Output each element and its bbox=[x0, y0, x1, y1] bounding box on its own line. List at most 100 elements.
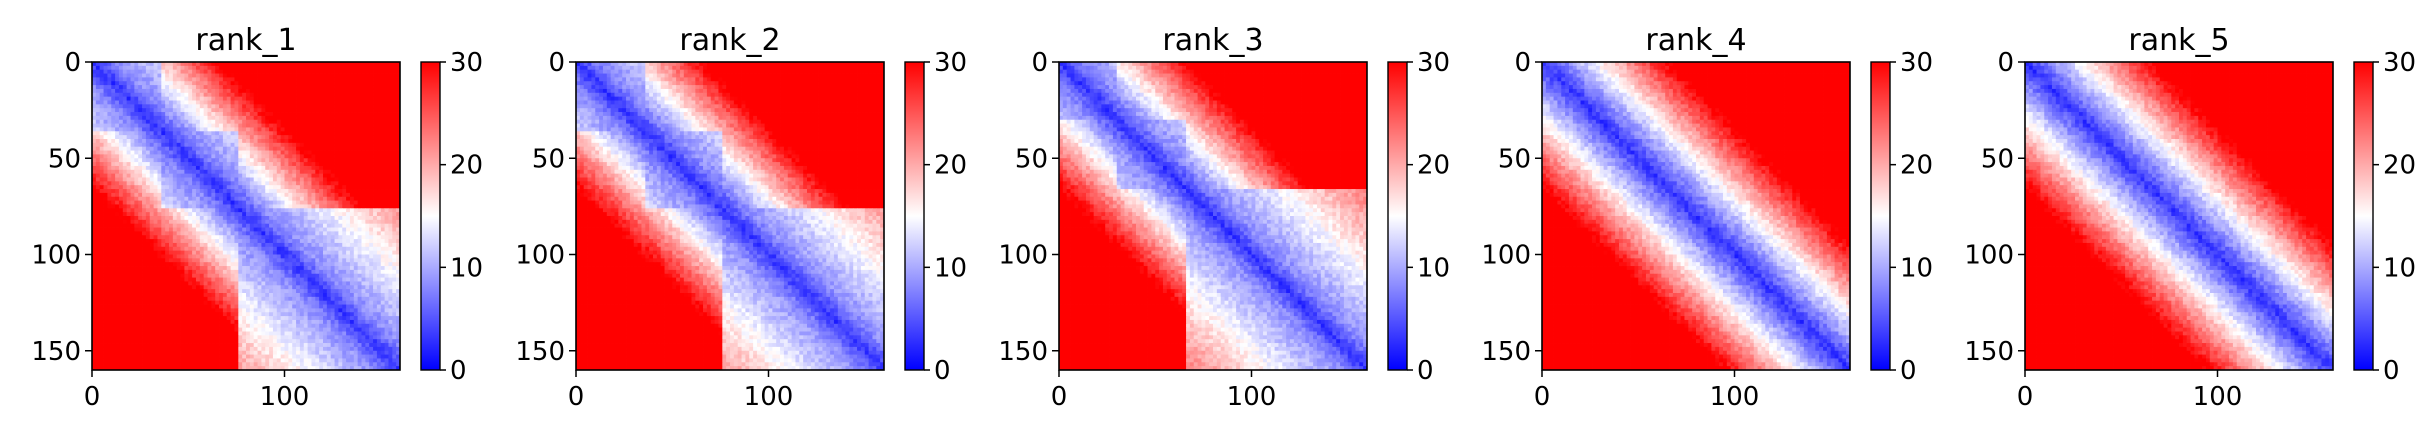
heatmap-cell bbox=[196, 135, 200, 139]
heatmap-cell bbox=[327, 247, 331, 251]
heatmap-cell bbox=[107, 208, 111, 212]
heatmap-cell bbox=[327, 262, 331, 266]
heatmap-cell bbox=[311, 247, 315, 251]
heatmap-cell bbox=[165, 101, 169, 105]
heatmap-cell bbox=[142, 158, 146, 162]
heatmap-cell bbox=[196, 154, 200, 158]
heatmap-cell bbox=[107, 212, 111, 216]
heatmap-cell bbox=[315, 197, 319, 201]
heatmap-cell bbox=[127, 243, 131, 247]
heatmap-cell bbox=[331, 193, 335, 197]
heatmap-cell bbox=[131, 101, 135, 105]
heatmap-cell bbox=[369, 81, 373, 85]
heatmap-cell bbox=[154, 74, 158, 78]
heatmap-cell bbox=[273, 181, 277, 185]
heatmap-cell bbox=[392, 101, 396, 105]
heatmap-cell bbox=[211, 89, 215, 93]
heatmap-cell bbox=[107, 239, 111, 243]
heatmap-cell bbox=[227, 189, 231, 193]
heatmap-cell bbox=[119, 181, 123, 185]
heatmap-cell bbox=[138, 147, 142, 151]
heatmap-cell bbox=[304, 231, 308, 235]
heatmap-cell bbox=[362, 212, 366, 216]
heatmap-cell bbox=[131, 166, 135, 170]
heatmap-cell bbox=[308, 270, 312, 274]
heatmap-cell bbox=[200, 158, 204, 162]
heatmap-cell bbox=[169, 231, 173, 235]
heatmap-cell bbox=[127, 258, 131, 262]
heatmap-cell bbox=[331, 255, 335, 259]
heatmap-cell bbox=[300, 85, 304, 89]
heatmap-cell bbox=[319, 116, 323, 120]
heatmap-cell bbox=[388, 124, 392, 128]
heatmap-cell bbox=[107, 81, 111, 85]
heatmap-cell bbox=[335, 174, 339, 178]
heatmap-cell bbox=[273, 228, 277, 232]
heatmap-cell bbox=[281, 112, 285, 116]
heatmap-cell bbox=[373, 97, 377, 101]
heatmap-cell bbox=[200, 124, 204, 128]
heatmap-cell bbox=[208, 193, 212, 197]
heatmap-cell bbox=[323, 166, 327, 170]
heatmap-cell bbox=[342, 154, 346, 158]
heatmap-cell bbox=[165, 262, 169, 266]
heatmap-cell bbox=[300, 170, 304, 174]
heatmap-cell bbox=[269, 189, 273, 193]
heatmap-cell bbox=[254, 101, 258, 105]
heatmap-cell bbox=[346, 216, 350, 220]
heatmap-cell bbox=[285, 201, 289, 205]
heatmap-cell bbox=[138, 197, 142, 201]
heatmap-cell bbox=[131, 208, 135, 212]
heatmap-cell bbox=[234, 262, 238, 266]
heatmap-cell bbox=[311, 274, 315, 278]
heatmap-cell bbox=[200, 151, 204, 155]
heatmap-cell bbox=[165, 178, 169, 182]
heatmap-cell bbox=[358, 112, 362, 116]
heatmap-cell bbox=[311, 239, 315, 243]
heatmap-cell bbox=[173, 104, 177, 108]
heatmap-cell bbox=[188, 251, 192, 255]
heatmap-cell bbox=[377, 216, 381, 220]
heatmap-cell bbox=[204, 258, 208, 262]
heatmap-cell bbox=[273, 231, 277, 235]
heatmap-cell bbox=[123, 170, 127, 174]
heatmap-cell bbox=[358, 212, 362, 216]
heatmap-cell bbox=[115, 270, 119, 274]
heatmap-cell bbox=[300, 178, 304, 182]
heatmap-cell bbox=[154, 77, 158, 81]
heatmap-cell bbox=[350, 93, 354, 97]
heatmap-cell bbox=[242, 189, 246, 193]
heatmap-cell bbox=[292, 274, 296, 278]
heatmap-cell bbox=[254, 112, 258, 116]
heatmap-cell bbox=[231, 66, 235, 70]
heatmap-cell bbox=[258, 162, 262, 166]
heatmap-cell bbox=[335, 231, 339, 235]
heatmap-cell bbox=[231, 255, 235, 259]
heatmap-cell bbox=[304, 258, 308, 262]
heatmap-cell bbox=[265, 135, 269, 139]
heatmap-cell bbox=[231, 247, 235, 251]
heatmap-cell bbox=[96, 220, 100, 224]
heatmap-cell bbox=[227, 212, 231, 216]
heatmap-cell bbox=[138, 139, 142, 143]
heatmap-cell bbox=[365, 258, 369, 262]
heatmap-cell bbox=[319, 93, 323, 97]
heatmap-cell bbox=[138, 235, 142, 239]
heatmap-cell bbox=[350, 81, 354, 85]
heatmap-cell bbox=[188, 239, 192, 243]
heatmap-cell bbox=[142, 93, 146, 97]
heatmap-cell bbox=[242, 151, 246, 155]
heatmap-cell bbox=[192, 266, 196, 270]
heatmap-cell bbox=[246, 216, 250, 220]
heatmap-cell bbox=[223, 208, 227, 212]
heatmap-cell bbox=[335, 220, 339, 224]
heatmap-cell bbox=[188, 201, 192, 205]
heatmap-cell bbox=[254, 258, 258, 262]
heatmap-cell bbox=[246, 89, 250, 93]
heatmap-cell bbox=[261, 104, 265, 108]
heatmap-cell bbox=[288, 74, 292, 78]
heatmap-cell bbox=[327, 201, 331, 205]
heatmap-cell bbox=[188, 158, 192, 162]
heatmap-cell bbox=[196, 204, 200, 208]
heatmap-cell bbox=[342, 201, 346, 205]
